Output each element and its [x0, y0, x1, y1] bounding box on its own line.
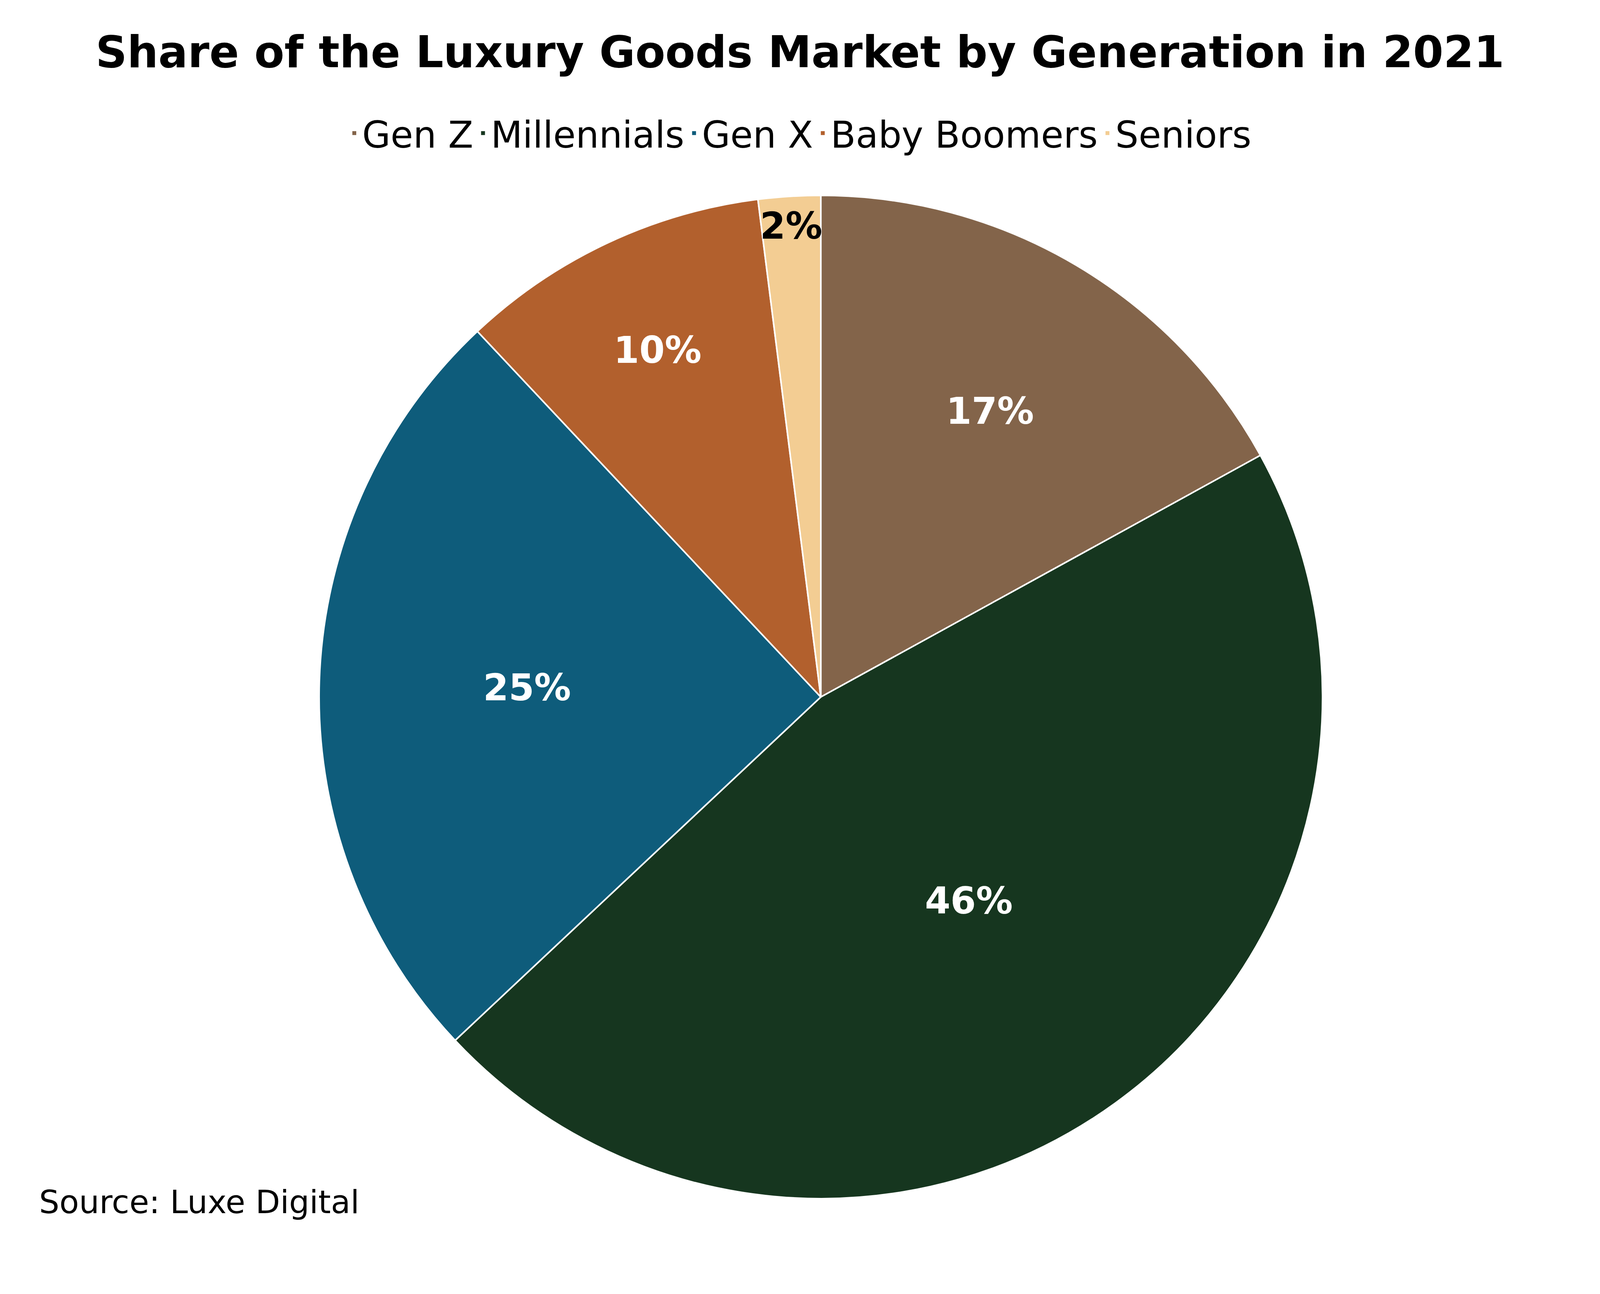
svg-text:Source: Luxe Digital: Source: Luxe Digital: [39, 1183, 360, 1221]
svg-text:2%: 2%: [760, 204, 823, 248]
svg-text:Gen Z: Gen Z: [362, 113, 474, 156]
svg-text:17%: 17%: [946, 389, 1034, 433]
svg-text:Millennials: Millennials: [491, 113, 685, 156]
svg-text:Baby Boomers: Baby Boomers: [830, 113, 1098, 156]
svg-text:10%: 10%: [613, 328, 702, 372]
svg-text:46%: 46%: [925, 879, 1013, 923]
svg-text:Seniors: Seniors: [1115, 113, 1252, 156]
svg-text:Share of the Luxury Goods Mark: Share of the Luxury Goods Market by Gene…: [95, 26, 1505, 78]
svg-text:25%: 25%: [483, 666, 572, 709]
svg-text:Gen X: Gen X: [701, 113, 814, 156]
